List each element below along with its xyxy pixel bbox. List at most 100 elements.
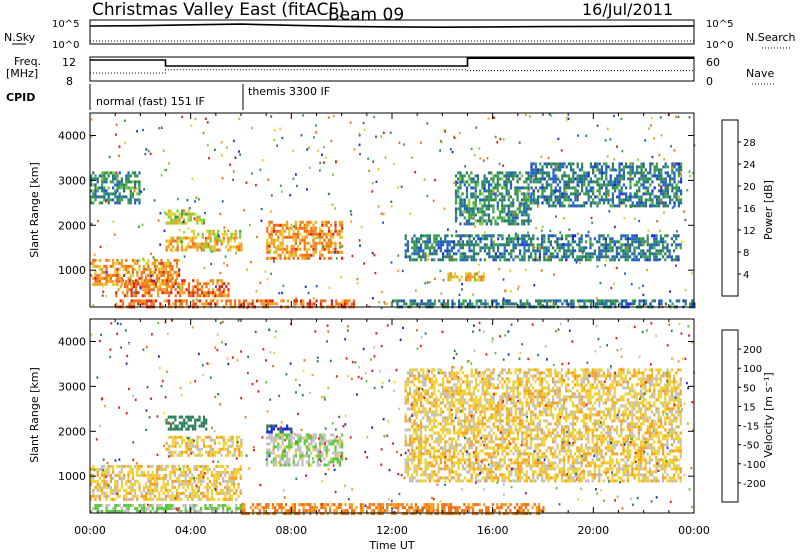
data-cell (222, 479, 225, 483)
data-cell (556, 165, 559, 169)
data-cell (115, 291, 118, 295)
data-cell (299, 253, 302, 257)
data-cell (660, 168, 663, 172)
data-cell (266, 226, 269, 230)
data-cell (107, 273, 110, 277)
data-cell (220, 285, 223, 289)
data-cell (186, 473, 189, 477)
data-cell (614, 183, 617, 187)
data-cell (444, 240, 447, 244)
data-cell (275, 460, 278, 464)
data-cell (582, 246, 585, 250)
data-cell (420, 302, 423, 306)
data-cell (618, 165, 621, 169)
data-cell (125, 464, 128, 468)
data-cell (519, 299, 522, 303)
data-cell (323, 463, 326, 467)
data-cell (494, 255, 497, 259)
data-cell (572, 168, 575, 172)
data-cell (202, 491, 205, 495)
data-cell (281, 427, 284, 431)
data-cell (342, 509, 345, 513)
data-cell (442, 252, 445, 256)
data-cell (450, 258, 453, 262)
data-cell (138, 186, 141, 190)
noise-cell (272, 260, 275, 263)
data-cell (302, 506, 305, 510)
data-cell (290, 226, 293, 230)
noise-cell (517, 222, 520, 226)
data-cell (512, 210, 515, 214)
data-cell (615, 240, 618, 244)
noise-cell (223, 262, 225, 265)
data-cell (125, 186, 128, 190)
data-cell (107, 171, 110, 175)
data-cell (505, 219, 508, 223)
data-cell (312, 253, 315, 257)
data-cell (475, 299, 478, 303)
data-cell (470, 249, 473, 253)
data-cell (403, 302, 406, 306)
data-cell (167, 239, 170, 243)
data-cell (181, 285, 184, 289)
data-cell (523, 192, 526, 196)
noise-cell (323, 161, 325, 164)
data-cell (332, 232, 335, 236)
data-cell (210, 232, 213, 236)
data-cell (107, 470, 110, 474)
data-cell (332, 457, 335, 461)
data-cell (622, 249, 625, 253)
data-cell (565, 165, 568, 169)
data-cell (286, 220, 289, 224)
data-cell (523, 213, 526, 217)
data-cell (220, 282, 223, 286)
data-cell (252, 509, 255, 513)
data-cell (465, 222, 469, 226)
data-cell (109, 171, 112, 175)
data-cell (209, 450, 212, 454)
data-cell (576, 162, 579, 166)
data-cell (468, 183, 471, 187)
data-cell (549, 255, 552, 259)
data-cell (616, 195, 619, 199)
data-cell (624, 255, 627, 259)
data-cell (537, 180, 540, 184)
noise-cell (386, 302, 388, 306)
noise-cell (397, 254, 400, 257)
data-cell (494, 186, 497, 190)
data-cell (552, 189, 555, 193)
data-cell (512, 249, 515, 253)
data-cell (231, 245, 234, 249)
data-cell (213, 497, 216, 501)
data-cell (303, 253, 306, 257)
noise-cell (520, 202, 523, 205)
data-cell (338, 241, 341, 245)
data-cell (136, 180, 139, 184)
data-cell (538, 249, 541, 253)
data-cell (671, 186, 674, 190)
data-cell (286, 226, 289, 230)
data-cell (569, 243, 572, 247)
data-cell (625, 186, 628, 190)
data-cell (532, 237, 535, 241)
data-cell (589, 165, 592, 169)
data-cell (611, 165, 614, 169)
data-cell (194, 218, 197, 222)
data-cell (175, 476, 178, 480)
data-cell (514, 246, 517, 250)
data-cell (406, 243, 409, 247)
data-cell (631, 258, 634, 262)
data-cell (675, 198, 678, 202)
data-cell (409, 258, 412, 262)
data-cell (592, 171, 595, 175)
data-cell (600, 165, 603, 169)
data-cell (167, 421, 170, 425)
data-cell (576, 189, 579, 193)
data-cell (344, 503, 347, 507)
data-cell (103, 485, 106, 489)
data-cell (622, 243, 625, 247)
data-cell (563, 195, 566, 199)
data-cell (589, 162, 592, 166)
data-cell (459, 198, 462, 202)
data-cell (197, 479, 200, 483)
